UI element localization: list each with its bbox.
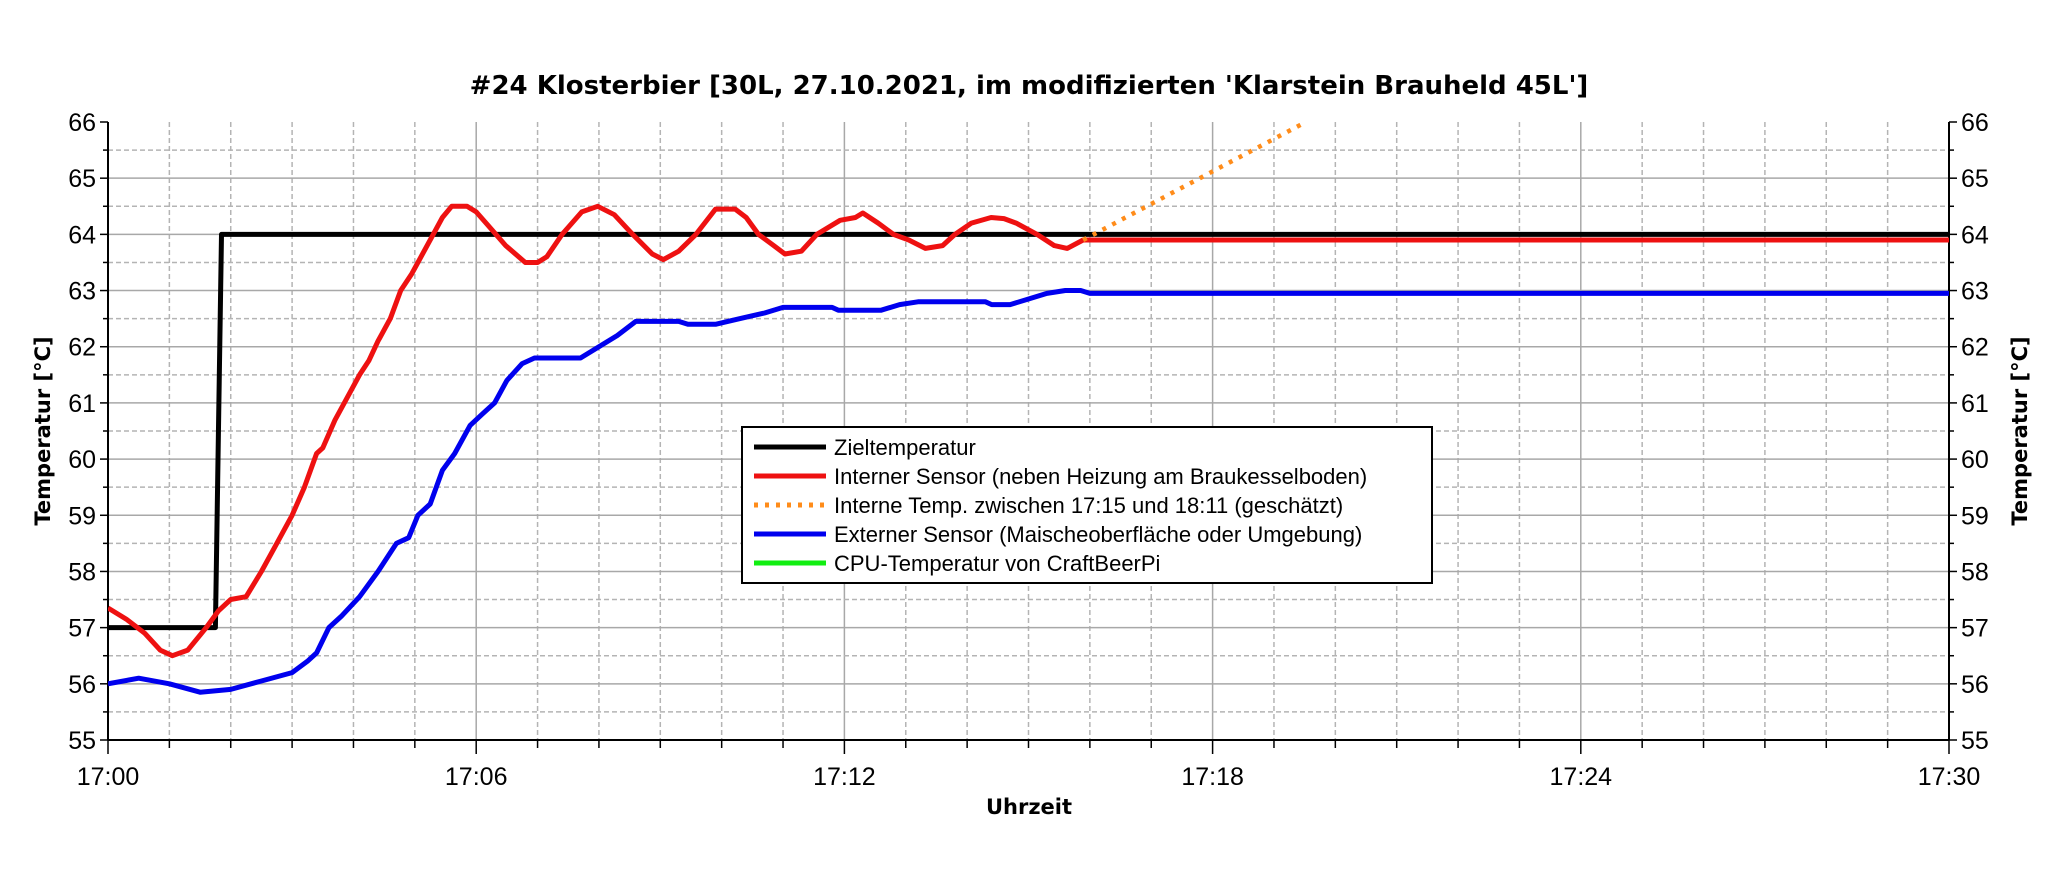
x-tick-label: 17:00 xyxy=(77,763,140,791)
axes: 17:00 17:06 17:12 17:18 17:24 17:30 55 55 56 56 57… xyxy=(68,109,1989,791)
legend: Zieltemperatur Interner Sensor (neben Hei… xyxy=(741,426,1433,584)
y-tick-label-left: 64 xyxy=(68,221,96,249)
y-tick-label-right: 61 xyxy=(1961,390,1989,418)
y-tick-label-left: 57 xyxy=(68,615,96,643)
y-tick-label-left: 59 xyxy=(68,502,96,530)
x-tick-label: 17:12 xyxy=(813,763,876,791)
y-tick-label-right: 57 xyxy=(1961,615,1989,643)
y-tick-label-right: 58 xyxy=(1961,558,1989,586)
y-tick-label-right: 55 xyxy=(1961,727,1989,755)
legend-label: Externer Sensor (Maischeoberfläche oder … xyxy=(834,522,1362,547)
y-tick-label-left: 61 xyxy=(68,390,96,418)
y-tick-label-right: 60 xyxy=(1961,446,1989,474)
x-tick-label: 17:06 xyxy=(445,763,508,791)
x-axis-label: Uhrzeit xyxy=(986,795,1072,819)
y-tick-label-left: 55 xyxy=(68,727,96,755)
series-line-interne xyxy=(1082,120,1307,242)
y-tick-label-left: 56 xyxy=(68,671,96,699)
y-tick-label-left: 58 xyxy=(68,558,96,586)
y-axis-label-right: Temperatur [°C] xyxy=(2008,336,2032,525)
y-tick-label-right: 63 xyxy=(1961,278,1989,306)
legend-label: Interne Temp. zwischen 17:15 und 18:11 (… xyxy=(834,493,1343,518)
x-tick-label: 17:30 xyxy=(1918,763,1981,791)
y-tick-label-left: 62 xyxy=(68,334,96,362)
y-tick-label-right: 59 xyxy=(1961,502,1989,530)
legend-label: Zieltemperatur xyxy=(834,435,976,460)
y-tick-label-left: 65 xyxy=(68,165,96,193)
series-line-zieltemperatur xyxy=(108,231,1949,631)
chart-title: #24 Klosterbier [30L, 27.10.2021, im mod… xyxy=(470,71,1589,101)
series-lines xyxy=(108,120,1949,695)
series-line-interner xyxy=(108,203,1949,659)
y-tick-label-right: 62 xyxy=(1961,334,1989,362)
series-line-externer xyxy=(108,288,1949,695)
y-tick-label-right: 64 xyxy=(1961,221,1989,249)
legend-box xyxy=(741,426,1433,584)
y-tick-label-right: 56 xyxy=(1961,671,1989,699)
y-tick-label-left: 63 xyxy=(68,278,96,306)
y-tick-label-left: 66 xyxy=(68,109,96,137)
y-tick-label-right: 65 xyxy=(1961,165,1989,193)
legend-label: Interner Sensor (neben Heizung am Brauke… xyxy=(834,464,1367,489)
x-tick-label: 17:18 xyxy=(1181,763,1244,791)
y-tick-label-right: 66 xyxy=(1961,109,1989,137)
x-tick-label: 17:24 xyxy=(1550,763,1613,791)
legend-label: CPU-Temperatur von CraftBeerPi xyxy=(834,551,1160,576)
y-tick-label-left: 60 xyxy=(68,446,96,474)
y-axis-label-left: Temperatur [°C] xyxy=(31,336,55,525)
